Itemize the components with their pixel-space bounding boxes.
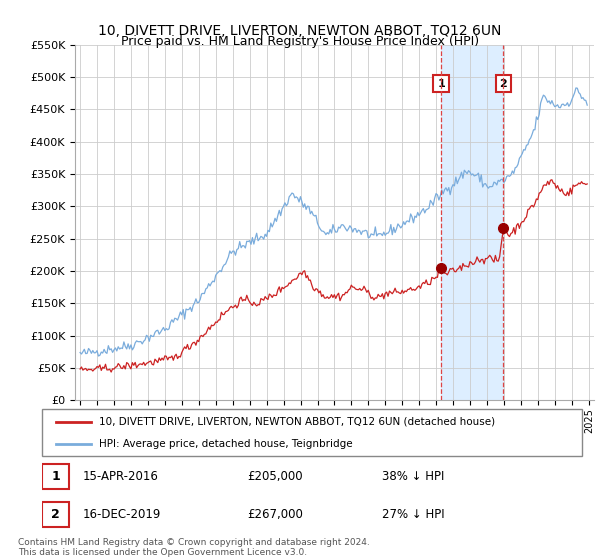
Text: HPI: Average price, detached house, Teignbridge: HPI: Average price, detached house, Teig… xyxy=(98,438,352,449)
Bar xyxy=(441,45,503,400)
Text: 38% ↓ HPI: 38% ↓ HPI xyxy=(382,470,445,483)
Text: 27% ↓ HPI: 27% ↓ HPI xyxy=(382,508,445,521)
FancyBboxPatch shape xyxy=(42,464,69,489)
FancyBboxPatch shape xyxy=(42,502,69,528)
Text: 16-DEC-2019: 16-DEC-2019 xyxy=(83,508,161,521)
Text: 15-APR-2016: 15-APR-2016 xyxy=(83,470,158,483)
Text: Price paid vs. HM Land Registry's House Price Index (HPI): Price paid vs. HM Land Registry's House … xyxy=(121,35,479,48)
Text: 1: 1 xyxy=(51,470,60,483)
Text: 2: 2 xyxy=(51,508,60,521)
Text: 2: 2 xyxy=(500,78,508,88)
Text: 1: 1 xyxy=(437,78,445,88)
Text: Contains HM Land Registry data © Crown copyright and database right 2024.
This d: Contains HM Land Registry data © Crown c… xyxy=(18,538,370,557)
Text: £267,000: £267,000 xyxy=(247,508,303,521)
FancyBboxPatch shape xyxy=(42,409,582,456)
Text: 10, DIVETT DRIVE, LIVERTON, NEWTON ABBOT, TQ12 6UN: 10, DIVETT DRIVE, LIVERTON, NEWTON ABBOT… xyxy=(98,24,502,38)
Text: £205,000: £205,000 xyxy=(247,470,303,483)
Text: 10, DIVETT DRIVE, LIVERTON, NEWTON ABBOT, TQ12 6UN (detached house): 10, DIVETT DRIVE, LIVERTON, NEWTON ABBOT… xyxy=(98,417,495,427)
